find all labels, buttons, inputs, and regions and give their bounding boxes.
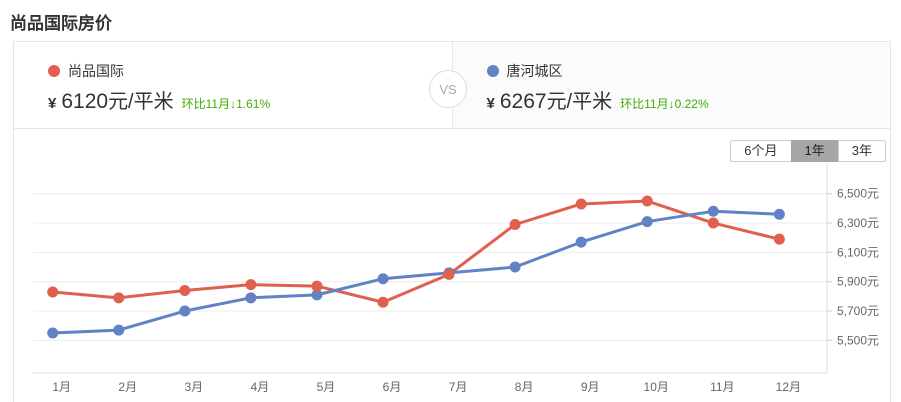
data-point-red-9月[interactable] (575, 198, 587, 210)
data-point-blue-9月[interactable] (575, 236, 587, 248)
x-axis-label: 11月 (710, 380, 734, 394)
x-axis-label: 2月 (118, 380, 137, 394)
comparison-header: 尚品国际 ¥ 6120 元/平米 环比11月↓1.61% VS 唐河城区 ¥ 6… (14, 41, 890, 129)
x-axis-label: 9月 (581, 380, 600, 394)
data-point-blue-6月[interactable] (377, 273, 389, 285)
x-axis-label: 5月 (317, 380, 336, 394)
y-axis-label: 6,100元 (837, 245, 879, 259)
data-point-red-4月[interactable] (245, 279, 257, 291)
page-title: 尚品国际房价 (10, 14, 112, 33)
data-point-blue-11月[interactable] (707, 205, 719, 217)
left-price-value: 6120 (61, 90, 109, 113)
left-trend-badge: 环比11月↓1.61% (181, 97, 271, 111)
x-axis-label: 10月 (644, 380, 669, 394)
comparison-panel-right: 唐河城区 ¥ 6267 元/平米 环比11月↓0.22% (451, 42, 890, 128)
data-point-red-3月[interactable] (179, 284, 191, 296)
range-tab-6months[interactable]: 6个月 (730, 140, 792, 162)
y-axis-label: 6,500元 (837, 187, 879, 201)
time-range-tabs: 6个月 1年 3年 (730, 140, 886, 162)
x-axis-label: 3月 (184, 380, 203, 394)
x-axis-label: 7月 (449, 380, 468, 394)
range-tab-1year[interactable]: 1年 (790, 140, 839, 162)
right-price-unit: 元/平米 (546, 91, 613, 113)
right-currency-symbol: ¥ (486, 95, 495, 112)
data-point-red-8月[interactable] (509, 218, 521, 230)
y-axis-label: 6,300元 (837, 216, 879, 230)
left-currency-symbol: ¥ (48, 95, 57, 112)
data-point-blue-12月[interactable] (773, 208, 785, 220)
data-point-blue-2月[interactable] (113, 324, 125, 336)
x-axis-label: 8月 (515, 380, 534, 394)
data-point-red-12月[interactable] (773, 233, 785, 245)
left-series-name: 尚品国际 (68, 63, 124, 79)
data-point-red-11月[interactable] (707, 217, 719, 229)
comparison-panel-left: 尚品国际 ¥ 6120 元/平米 环比11月↓1.61% (14, 42, 452, 128)
data-point-blue-1月[interactable] (47, 327, 59, 339)
x-axis-label: 1月 (52, 380, 71, 394)
right-trend-badge: 环比11月↓0.22% (620, 97, 709, 111)
right-price-value: 6267 (499, 90, 547, 113)
line-series-blue (51, 209, 781, 335)
x-axis-label: 6月 (383, 380, 402, 394)
right-series-name: 唐河城区 (506, 63, 563, 79)
blue-series-dot-icon (486, 65, 499, 77)
data-point-red-5月[interactable] (311, 280, 323, 292)
data-point-blue-10月[interactable] (641, 216, 653, 228)
price-compare-widget: 尚品国际 ¥ 6120 元/平米 环比11月↓1.61% VS 唐河城区 ¥ 6… (13, 41, 891, 402)
line-chart-canvas: 6,500元 6,300元 6,100元 5,900元 5,700元 5,500元 1月 2月… (33, 151, 879, 394)
data-point-blue-3月[interactable] (179, 305, 191, 317)
y-axis-label: 5,700元 (837, 304, 879, 318)
vs-badge: VS (429, 70, 467, 108)
x-axis-label: 12月 (776, 380, 801, 394)
data-point-blue-8月[interactable] (509, 261, 521, 273)
data-point-red-2月[interactable] (113, 292, 125, 304)
data-point-red-10月[interactable] (641, 195, 653, 207)
x-axis-label: 4月 (251, 380, 270, 394)
price-trend-chart: 6个月 1年 3年 6,500元 6,300元 6,100元 5,900元 5,700元 5,… (14, 129, 890, 402)
data-point-blue-4月[interactable] (245, 292, 257, 304)
data-point-red-7月[interactable] (443, 268, 455, 280)
line-series-red (51, 199, 781, 304)
red-series-dot-icon (48, 65, 60, 77)
left-price-unit: 元/平米 (108, 91, 174, 113)
data-point-red-1月[interactable] (47, 286, 59, 298)
y-axis-label: 5,900元 (837, 275, 879, 289)
data-point-blue-5月[interactable] (311, 289, 323, 301)
data-point-red-6月[interactable] (377, 296, 389, 308)
range-tab-3years[interactable]: 3年 (837, 140, 886, 162)
y-axis-label: 5,500元 (837, 333, 879, 347)
